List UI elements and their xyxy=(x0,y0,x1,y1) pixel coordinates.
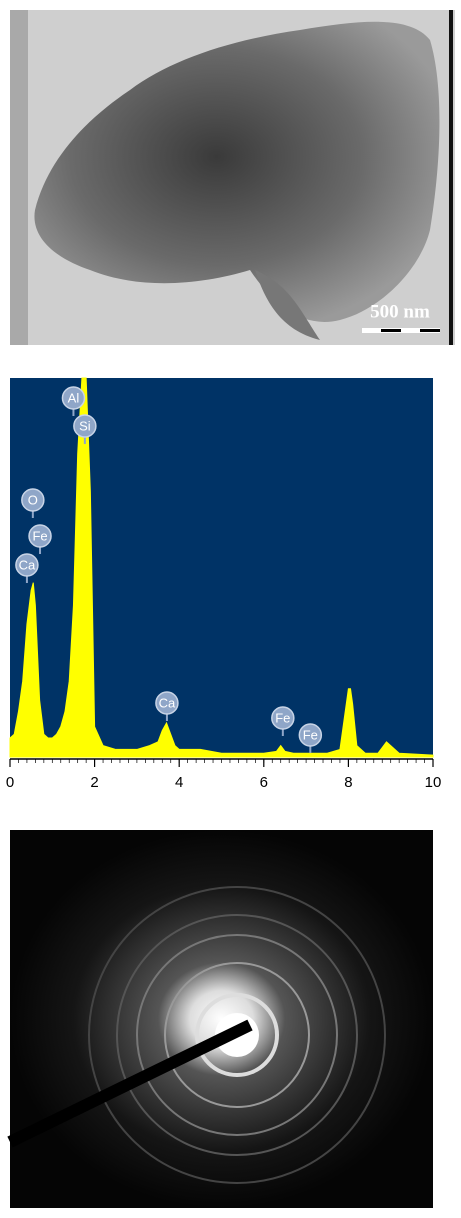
scale-bar-label: 500 nm xyxy=(370,301,430,322)
x-tick-label: 6 xyxy=(260,774,268,791)
tem-edge xyxy=(449,10,453,345)
x-tick-label: 4 xyxy=(175,774,183,791)
saed-panel xyxy=(10,830,433,1208)
saed-background xyxy=(10,830,433,1208)
x-tick-label: 2 xyxy=(90,774,98,791)
peak-label: Ca xyxy=(159,695,176,710)
peak-label: Ca xyxy=(19,557,36,572)
peak-label: Al xyxy=(68,390,80,405)
peak-label: O xyxy=(28,492,38,507)
peak-label: Fe xyxy=(32,528,47,543)
x-tick-label: 10 xyxy=(425,774,442,791)
scale-bar xyxy=(420,329,440,332)
peak-label: Fe xyxy=(275,710,290,725)
figure: 500 nm 0 2 4 6 8 10 Al Si O Fe Ca Ca Fe Fe xyxy=(0,0,461,1218)
peak-label: Si xyxy=(79,418,91,433)
tem-edge xyxy=(10,10,28,345)
eds-panel: 0 2 4 6 8 10 Al Si O Fe Ca Ca Fe Fe xyxy=(6,378,442,791)
scale-bar xyxy=(381,329,401,332)
peak-label: Fe xyxy=(303,727,318,742)
x-tick-label: 8 xyxy=(344,774,352,791)
tem-panel: 500 nm xyxy=(10,10,455,345)
x-tick-label: 0 xyxy=(6,774,14,791)
